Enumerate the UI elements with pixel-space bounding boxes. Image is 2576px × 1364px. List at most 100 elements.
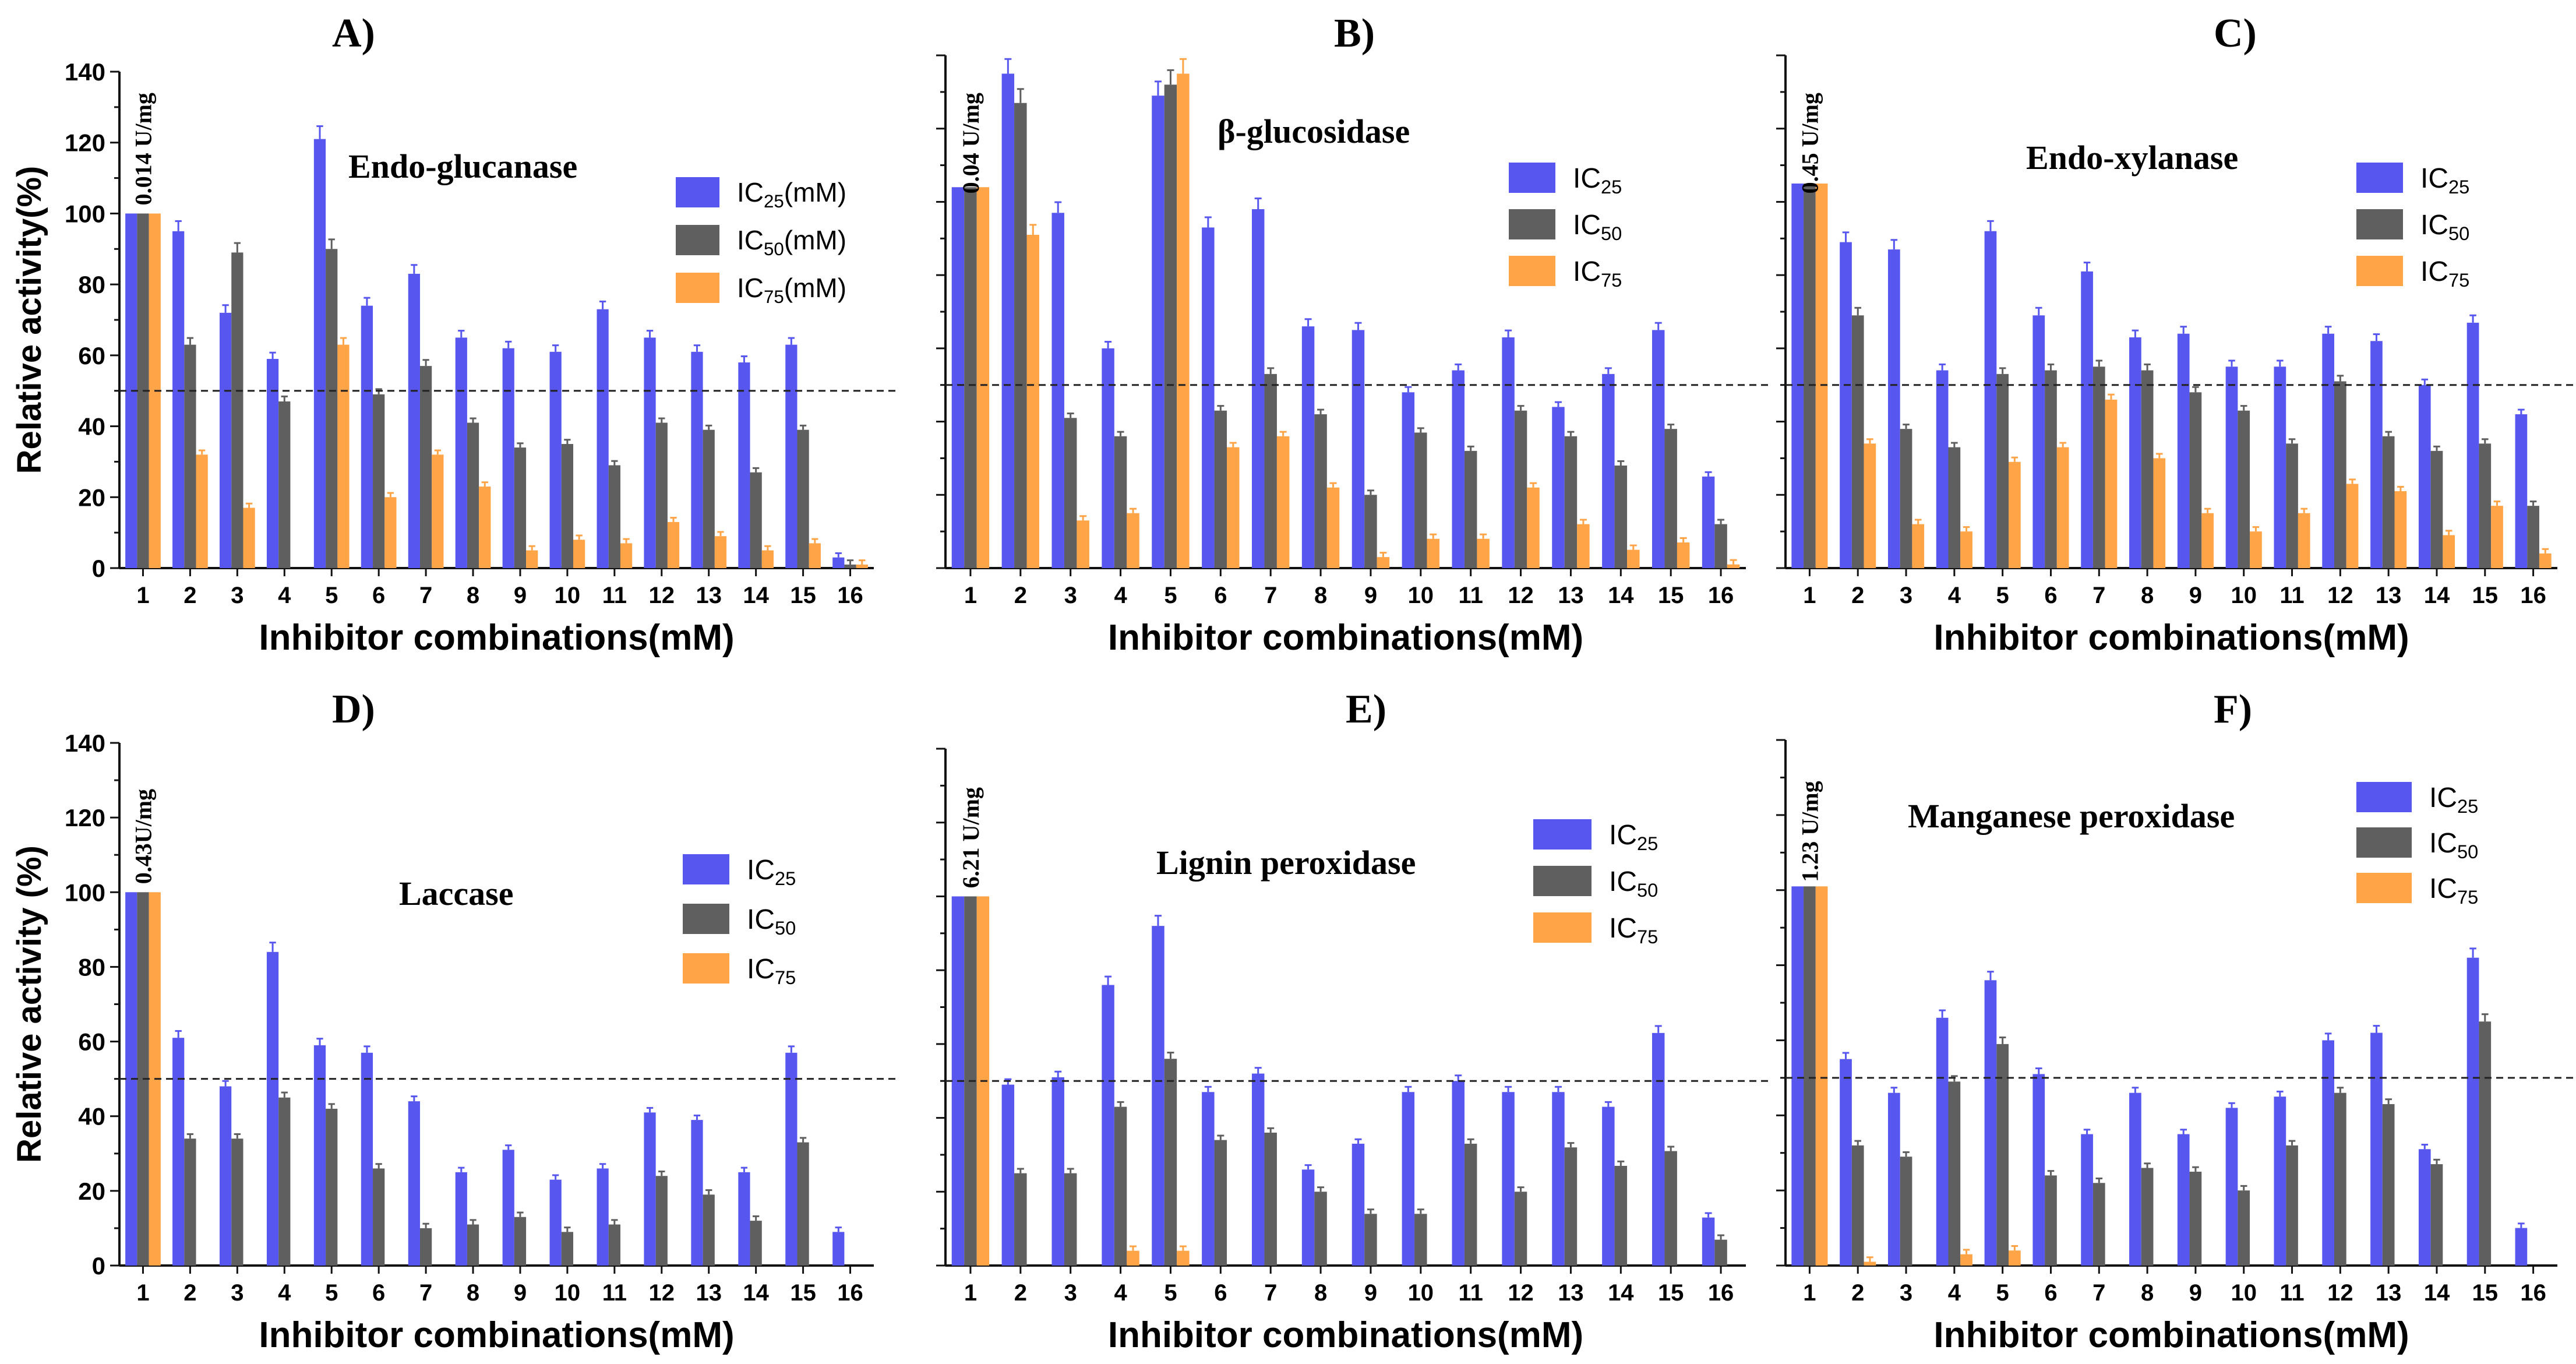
x-tick-label: 4 xyxy=(1114,1280,1127,1306)
bar-ic50 xyxy=(1064,1173,1077,1266)
bar-ic50 xyxy=(2092,366,2105,568)
bar-ic25 xyxy=(2515,414,2528,568)
bar-ic50 xyxy=(514,447,527,568)
x-tick-label: 9 xyxy=(1364,1280,1377,1306)
x-tick-label: 16 xyxy=(837,1280,863,1306)
bar-ic25 xyxy=(1301,326,1315,568)
bar-ic75 xyxy=(479,487,491,568)
bar-ic75 xyxy=(1127,513,1139,568)
x-tick-label: 8 xyxy=(1314,583,1327,608)
y-tick-label: 0 xyxy=(92,1252,105,1280)
bar-ic25 xyxy=(1402,1092,1415,1266)
bar-ic50 xyxy=(1714,524,1727,568)
x-tick-label: 14 xyxy=(1608,583,1634,608)
x-tick-label: 9 xyxy=(514,1280,527,1306)
bar-ic25 xyxy=(597,1168,609,1266)
x-tick-label: 11 xyxy=(2279,1280,2304,1306)
bar-ic75 xyxy=(2491,506,2503,568)
x-tick-label: 7 xyxy=(2092,1280,2105,1306)
bar-ic75 xyxy=(2394,491,2407,568)
bar-ic50 xyxy=(2382,1104,2395,1266)
x-axis-label: Inhibitor combinations(mM) xyxy=(1933,1315,2409,1355)
bar-ic50 xyxy=(2334,381,2346,568)
bar-ic25 xyxy=(549,1179,562,1266)
x-tick-label: 10 xyxy=(2231,1280,2257,1306)
bar-ic50 xyxy=(231,252,244,568)
bar-ic25 xyxy=(1602,1106,1615,1266)
specific-activity-label: 1.23 U/mg xyxy=(1797,781,1823,882)
bar-ic50 xyxy=(1264,373,1277,568)
x-tick-label: 8 xyxy=(467,1280,479,1306)
x-tick-label: 12 xyxy=(2327,583,2353,608)
bar-ic25 xyxy=(266,358,279,568)
x-tick-label: 14 xyxy=(2424,583,2450,608)
bar-ic25 xyxy=(502,1150,514,1266)
bar-ic25 xyxy=(1351,330,1365,568)
bar-ic50 xyxy=(703,429,715,568)
x-tick-label: 13 xyxy=(696,583,722,608)
bar-ic25 xyxy=(951,187,965,568)
bar-ic75 xyxy=(1864,1261,1876,1266)
x-tick-label: 13 xyxy=(1558,1280,1584,1306)
x-tick-label: 12 xyxy=(1508,583,1534,608)
panel-label: E) xyxy=(1346,687,1386,732)
x-tick-label: 7 xyxy=(1264,583,1277,608)
x-tick-label: 16 xyxy=(837,583,863,608)
bar-ic75 xyxy=(1527,487,1540,568)
bar-ic25 xyxy=(2466,957,2479,1266)
bar-ic50 xyxy=(1564,1147,1578,1266)
bar-ic50 xyxy=(1614,1165,1628,1266)
bar-ic25 xyxy=(1652,1032,1665,1266)
bar-ic25 xyxy=(1652,330,1665,568)
bar-ic50 xyxy=(1804,886,1816,1266)
bar-ic75 xyxy=(1477,538,1490,568)
x-tick-label: 14 xyxy=(743,583,769,608)
legend-label: IC25 xyxy=(2429,783,2478,817)
bar-ic50 xyxy=(2286,1145,2298,1266)
bar-ic75 xyxy=(196,454,208,568)
bar-ic25 xyxy=(1984,231,1997,568)
bar-ic50 xyxy=(608,465,620,568)
bar-ic50 xyxy=(1064,418,1077,568)
x-tick-label: 15 xyxy=(2472,1280,2499,1306)
x-tick-label: 11 xyxy=(602,583,627,608)
bar-ic25 xyxy=(1840,1059,1852,1266)
x-tick-label: 3 xyxy=(1900,583,1912,608)
x-tick-label: 6 xyxy=(372,583,385,608)
legend-swatch-ic75 xyxy=(1509,256,1555,286)
bar-ic50 xyxy=(561,1232,574,1266)
bar-ic75 xyxy=(2009,461,2021,568)
bar-ic25 xyxy=(832,1232,845,1266)
bar-ic75 xyxy=(1177,73,1190,568)
legend: IC25(mM) IC50(mM) IC75(mM) xyxy=(676,177,846,307)
bar-ic75 xyxy=(243,507,255,568)
bar-ic25 xyxy=(1001,73,1015,568)
bar-ic25 xyxy=(1251,209,1265,568)
bar-ic25 xyxy=(361,1052,373,1266)
x-tick-label: 3 xyxy=(1900,1280,1912,1306)
bar-ic50 xyxy=(326,249,338,568)
bar-ic75 xyxy=(2056,447,2069,568)
x-tick-label: 8 xyxy=(467,583,479,608)
bar-ic25 xyxy=(1702,1217,1715,1266)
x-tick-label: 10 xyxy=(555,583,581,608)
bar-ic50 xyxy=(655,422,668,568)
bar-ic75 xyxy=(1227,447,1240,568)
legend-swatch-ic50 xyxy=(1509,209,1555,239)
bar-ic25 xyxy=(1351,1143,1365,1266)
x-axis-label: Inhibitor combinations(mM) xyxy=(1933,618,2409,658)
bar-ic25 xyxy=(597,309,609,568)
chart-title: Laccase xyxy=(399,875,514,912)
legend-swatch-ic25 xyxy=(1509,163,1555,193)
bar-ic50 xyxy=(1900,429,1912,568)
legend: IC25 IC50 IC75 xyxy=(1509,163,1622,291)
x-tick-label: 3 xyxy=(1064,583,1077,608)
bar-ic50 xyxy=(1414,1214,1427,1266)
legend-label: IC50 xyxy=(2429,828,2478,862)
specific-activity-label: 0.014 U/mg xyxy=(130,93,156,205)
x-tick-label: 12 xyxy=(649,1280,675,1306)
x-tick-label: 5 xyxy=(1164,583,1177,608)
legend-label: IC25 xyxy=(2420,163,2469,198)
